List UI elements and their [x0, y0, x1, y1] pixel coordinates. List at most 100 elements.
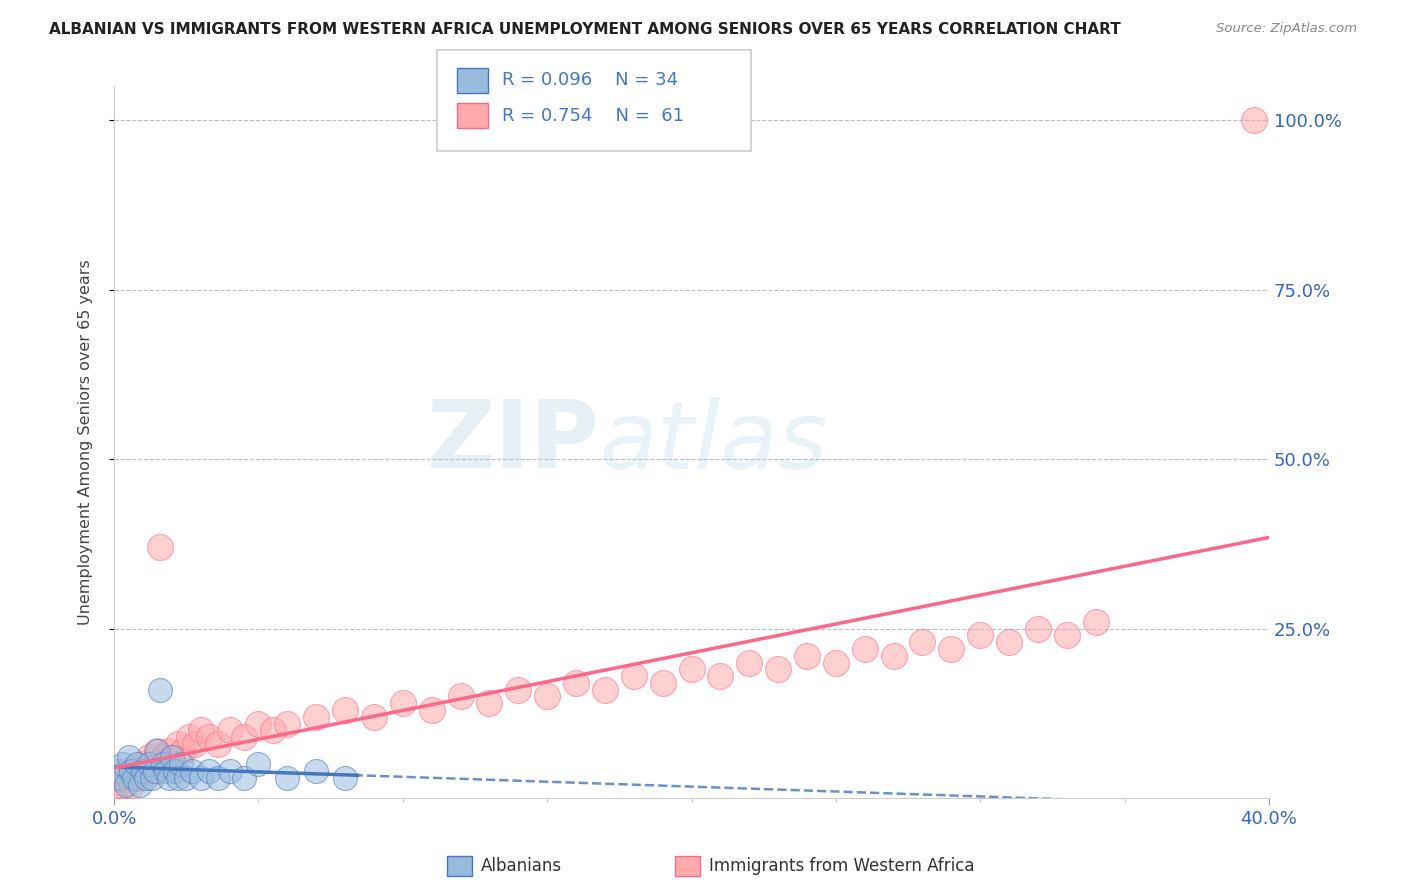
Point	[143, 764, 166, 778]
Point	[160, 750, 183, 764]
Text: Immigrants from Western Africa: Immigrants from Western Africa	[709, 857, 974, 875]
Point	[135, 771, 157, 785]
Point	[117, 750, 139, 764]
Point	[157, 744, 180, 758]
Point	[853, 642, 876, 657]
Point	[198, 730, 221, 744]
Point	[155, 764, 177, 778]
Point	[262, 723, 284, 738]
Point	[420, 703, 443, 717]
Point	[166, 771, 188, 785]
Point	[184, 737, 207, 751]
Point	[172, 744, 194, 758]
Point	[450, 690, 472, 704]
Text: Albanians: Albanians	[481, 857, 562, 875]
Point	[111, 757, 134, 772]
Point	[796, 648, 818, 663]
Point	[276, 771, 298, 785]
Point	[143, 764, 166, 778]
Point	[883, 648, 905, 663]
Point	[1243, 113, 1265, 128]
Point	[478, 696, 501, 710]
Point	[508, 682, 530, 697]
Point	[190, 771, 212, 785]
Point	[141, 771, 163, 785]
Point	[149, 541, 172, 555]
Text: R = 0.096    N = 34: R = 0.096 N = 34	[502, 71, 678, 89]
Point	[766, 662, 789, 676]
Point	[114, 778, 136, 792]
Point	[138, 750, 160, 764]
Point	[105, 764, 128, 778]
Point	[536, 690, 558, 704]
Point	[141, 757, 163, 772]
Point	[911, 635, 934, 649]
Text: atlas: atlas	[599, 397, 827, 488]
Point	[120, 778, 142, 792]
Point	[179, 730, 201, 744]
Point	[105, 778, 128, 792]
Point	[124, 771, 146, 785]
Point	[117, 771, 139, 785]
Point	[166, 737, 188, 751]
Point	[305, 764, 328, 778]
Point	[218, 723, 240, 738]
Text: Source: ZipAtlas.com: Source: ZipAtlas.com	[1216, 22, 1357, 36]
Point	[132, 764, 155, 778]
Point	[247, 716, 270, 731]
Point	[391, 696, 413, 710]
Text: R = 0.754    N =  61: R = 0.754 N = 61	[502, 107, 683, 125]
Point	[333, 771, 356, 785]
Point	[160, 750, 183, 764]
Point	[120, 764, 142, 778]
Point	[135, 764, 157, 778]
Text: ALBANIAN VS IMMIGRANTS FROM WESTERN AFRICA UNEMPLOYMENT AMONG SENIORS OVER 65 YE: ALBANIAN VS IMMIGRANTS FROM WESTERN AFRI…	[49, 22, 1121, 37]
Point	[998, 635, 1021, 649]
Point	[207, 771, 229, 785]
Text: ZIP: ZIP	[426, 396, 599, 488]
Point	[233, 771, 256, 785]
Point	[174, 771, 197, 785]
Point	[1084, 615, 1107, 629]
Point	[198, 764, 221, 778]
Point	[129, 778, 152, 792]
Point	[138, 757, 160, 772]
Point	[127, 757, 149, 772]
Point	[276, 716, 298, 731]
Point	[305, 710, 328, 724]
Point	[124, 764, 146, 778]
Point	[623, 669, 645, 683]
Point	[163, 764, 186, 778]
Point	[207, 737, 229, 751]
Point	[681, 662, 703, 676]
Point	[127, 771, 149, 785]
Point	[146, 744, 169, 758]
Point	[218, 764, 240, 778]
Point	[108, 771, 131, 785]
Point	[1056, 628, 1078, 642]
Point	[969, 628, 991, 642]
Point	[155, 757, 177, 772]
Point	[709, 669, 731, 683]
Point	[114, 764, 136, 778]
Point	[825, 656, 848, 670]
Point	[108, 771, 131, 785]
Point	[565, 676, 588, 690]
Point	[363, 710, 385, 724]
Point	[190, 723, 212, 738]
Point	[152, 757, 174, 772]
Point	[169, 757, 191, 772]
Point	[738, 656, 761, 670]
Point	[152, 750, 174, 764]
Y-axis label: Unemployment Among Seniors over 65 years: Unemployment Among Seniors over 65 years	[79, 260, 93, 625]
Point	[1026, 622, 1049, 636]
Point	[233, 730, 256, 744]
Point	[181, 764, 204, 778]
Point	[132, 757, 155, 772]
Point	[146, 744, 169, 758]
Point	[593, 682, 616, 697]
Point	[129, 764, 152, 778]
Point	[157, 771, 180, 785]
Point	[941, 642, 963, 657]
Point	[651, 676, 673, 690]
